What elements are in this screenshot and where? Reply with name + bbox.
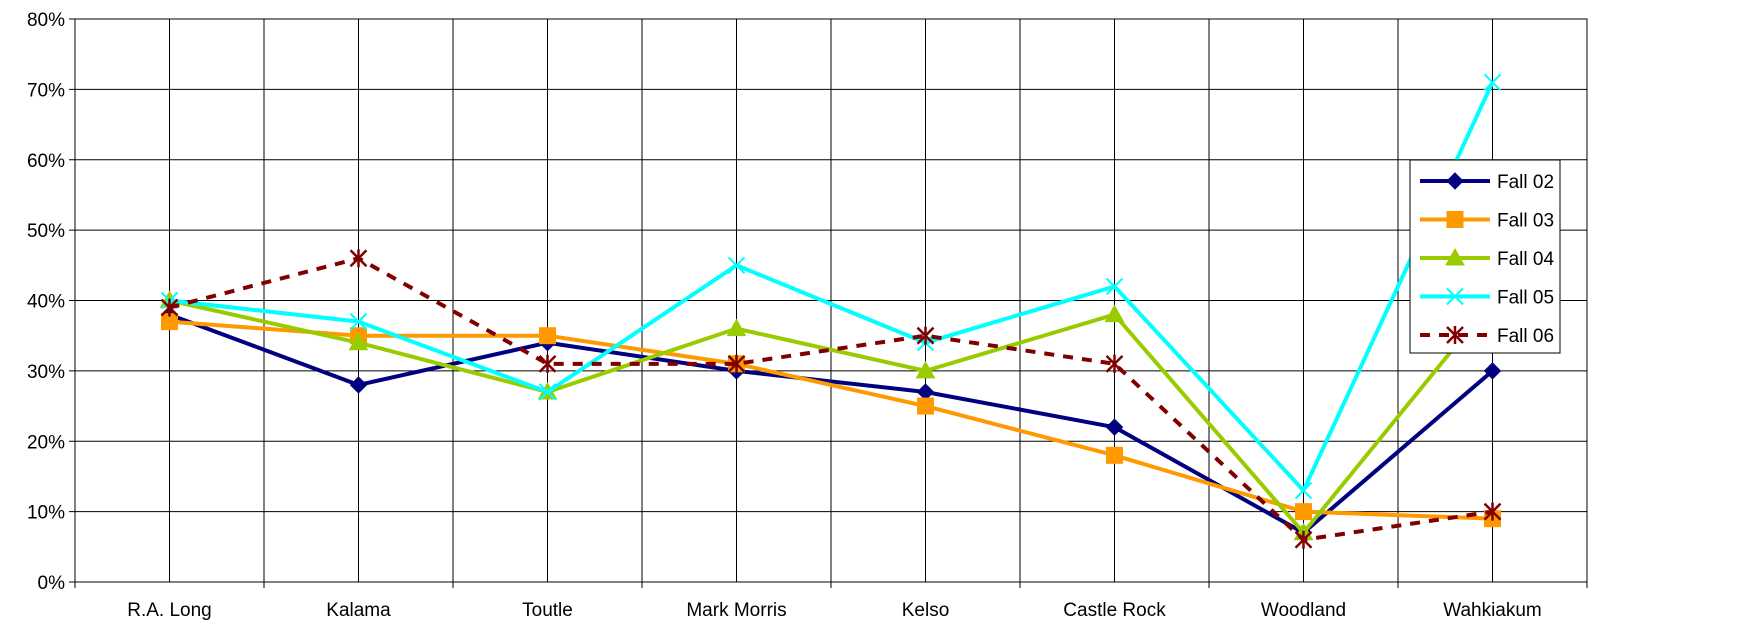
data-point-fall-04 bbox=[348, 332, 369, 351]
x-tick-label: Kalama bbox=[326, 600, 391, 621]
data-point-fall-06 bbox=[727, 354, 746, 373]
x-tick-label: Toutle bbox=[522, 600, 573, 621]
data-point-fall-06 bbox=[916, 326, 935, 345]
legend-label-fall-04: Fall 04 bbox=[1497, 249, 1554, 270]
x-tick-label: Castle Rock bbox=[1063, 600, 1166, 621]
data-point-fall-06 bbox=[538, 354, 557, 373]
grid bbox=[74, 18, 1588, 582]
legend-marker-fall-05 bbox=[1446, 287, 1464, 306]
y-tick-label: 50% bbox=[27, 221, 65, 242]
legend-marker-fall-06 bbox=[1446, 326, 1464, 344]
x-tick-label: Woodland bbox=[1261, 600, 1346, 621]
legend-label-fall-06: Fall 06 bbox=[1497, 326, 1554, 347]
y-tick-label: 0% bbox=[38, 573, 66, 594]
legend-marker-fall-03 bbox=[1446, 211, 1464, 228]
legend-label-fall-05: Fall 05 bbox=[1497, 288, 1554, 309]
y-tick-label: 80% bbox=[27, 10, 65, 31]
legend-marker-fall-02 bbox=[1446, 172, 1464, 190]
series-line-fall-06 bbox=[168, 256, 1493, 542]
y-tick-label: 40% bbox=[27, 292, 65, 313]
series-line-fall-03 bbox=[169, 319, 1493, 521]
legend-label-fall-02: Fall 02 bbox=[1497, 172, 1554, 193]
data-point-fall-03 bbox=[539, 327, 556, 345]
x-tick-label: R.A. Long bbox=[127, 600, 212, 621]
data-point-fall-02 bbox=[349, 376, 368, 394]
axes: 0% 10% 20% 30% 40% 50% 60% 70% 80% R.A. Long Kalam… bbox=[27, 10, 1588, 621]
data-point-fall-03 bbox=[1295, 503, 1312, 521]
data-point-fall-03 bbox=[917, 397, 934, 415]
y-tick-label: 20% bbox=[27, 432, 65, 453]
plot-border bbox=[74, 18, 1588, 583]
series-line-fall-02 bbox=[168, 312, 1494, 535]
series-line-fall-05 bbox=[169, 81, 1495, 493]
data-point-fall-04 bbox=[915, 360, 936, 379]
data-point-fall-06 bbox=[1483, 502, 1502, 521]
x-tick-label: Kelso bbox=[902, 600, 950, 621]
data-point-fall-05 bbox=[1294, 481, 1313, 500]
data-point-fall-06 bbox=[160, 298, 179, 317]
data-point-fall-05 bbox=[1483, 73, 1502, 92]
y-tick-label: 30% bbox=[27, 362, 65, 383]
data-point-fall-02 bbox=[1105, 418, 1124, 436]
y-tick-label: 60% bbox=[27, 151, 65, 172]
y-tick-label: 10% bbox=[27, 503, 65, 524]
x-tick-label: Wahkiakum bbox=[1443, 600, 1542, 621]
data-point-fall-04 bbox=[726, 318, 747, 337]
data-point-fall-02 bbox=[1483, 362, 1502, 380]
x-tick-label: Mark Morris bbox=[686, 600, 786, 621]
data-point-fall-05 bbox=[727, 256, 746, 275]
legend-label-fall-03: Fall 03 bbox=[1497, 211, 1554, 232]
data-point-fall-06 bbox=[1105, 354, 1124, 373]
data-point-fall-04 bbox=[1104, 304, 1125, 323]
data-point-fall-03 bbox=[1106, 446, 1123, 464]
legend-marker-fall-04 bbox=[1445, 247, 1465, 266]
data-point-fall-05 bbox=[538, 383, 557, 401]
data-point-fall-06 bbox=[349, 249, 368, 268]
data-point-fall-06 bbox=[1294, 530, 1313, 549]
series-line-fall-04 bbox=[169, 298, 1495, 535]
data-point-fall-05 bbox=[349, 312, 368, 331]
series-layer bbox=[159, 73, 1503, 549]
legend: Fall 02 Fall 03 Fall 04 Fall 05 Fall 06 bbox=[1409, 159, 1561, 354]
y-tick-label: 70% bbox=[27, 80, 65, 101]
data-point-fall-05 bbox=[1105, 277, 1124, 296]
